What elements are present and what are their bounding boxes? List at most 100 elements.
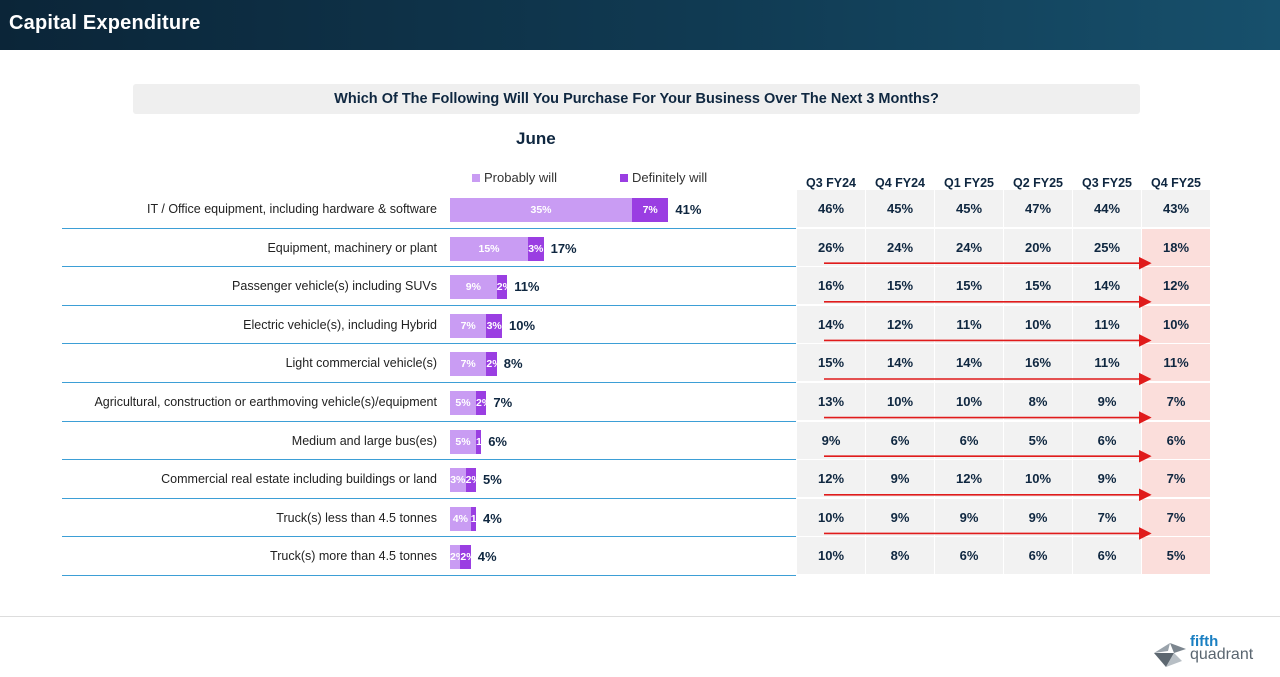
bar-probably: 9% [450,275,497,300]
bar-label-definitely: 1% [470,512,486,525]
bar-probably: 7% [450,352,487,377]
column-header: Q3 FY25 [1081,176,1133,190]
bar-probably: 5% [450,429,476,454]
column-header: Q1 FY25 [943,176,995,190]
table-cell: 16% [797,267,865,305]
table-cell: 7% [1142,383,1210,421]
table-cell: 7% [1142,498,1210,536]
survey-question: Which Of The Following Will You Purchase… [133,84,1140,114]
bar-label-probably: 7% [460,358,476,371]
table-cell: 6% [1142,421,1210,459]
table-cell: 12% [1142,267,1210,305]
table-cell: 12% [866,305,934,343]
row-divider [62,575,796,576]
bar-label-definitely: 7% [642,204,658,216]
table-cell: 6% [866,421,934,459]
table-cell: 9% [866,460,934,498]
table-cell: 11% [1142,344,1210,382]
table-cell: 6% [1073,421,1141,459]
bar-definitely: 3% [486,313,502,338]
bar-label-probably: 5% [455,397,471,409]
row-divider [62,304,796,306]
row-divider [62,343,796,345]
logo-mark-icon [1154,643,1186,667]
row-divider [62,382,796,383]
table-cell: 8% [1004,383,1072,421]
month-label: June [516,129,556,148]
table-cell: 43% [1142,190,1210,228]
bar-label-probably: 5% [455,435,471,448]
category-label: Light commercial vehicle(s) [285,356,437,371]
table-cell: 7% [1073,498,1141,536]
table-cell: 14% [935,344,1003,382]
bar-definitely: 1% [470,506,486,531]
table-cell: 46% [797,190,865,228]
bar-label-definitely: 1% [476,435,492,448]
category-label: Medium and large bus(es) [291,433,437,448]
bar-total: 5% [483,472,502,488]
bar-label-probably: 2% [450,551,466,564]
table-cell: 10% [935,383,1003,421]
category-label: Electric vehicle(s), including Hybrid [243,317,437,332]
bar-total: 4% [477,549,497,565]
table-cell: 9% [1073,383,1141,421]
row-divider [62,227,796,229]
bar-total: 6% [488,433,507,449]
bar-total: 8% [503,356,523,372]
table-cell: 6% [935,537,1003,575]
row-divider [62,266,796,268]
table-cell: 45% [866,190,934,228]
category-label: Truck(s) less than 4.5 tonnes [276,510,437,525]
bar-definitely: 2% [496,275,512,300]
bar-label-definitely: 3% [528,242,544,255]
column-header: Q4 FY25 [1150,176,1202,190]
header-bar: Capital Expenditure [0,0,1280,50]
column-header: Q2 FY25 [1012,176,1064,190]
bar-definitely: 2% [486,352,502,377]
table-cell: 14% [1073,267,1141,305]
table-cell: 13% [797,383,865,421]
bar-label-definitely: 3% [486,319,502,332]
table-cell: 26% [797,228,865,266]
table-cell: 10% [1004,460,1072,498]
row-divider [62,497,796,499]
table-cell: 47% [1004,190,1072,228]
logo-text-fifth: fifth [1190,633,1219,650]
table-cell: 15% [797,344,865,382]
legend-probably: Probably will [472,170,557,185]
table-cell: 9% [866,498,934,536]
table-cell: 24% [866,228,934,266]
bar-probably: 5% [450,391,476,415]
category-label: Commercial real estate including buildin… [161,472,437,487]
table-cell: 45% [935,190,1003,228]
row-divider [62,420,796,422]
bar-definitely: 7% [632,198,669,222]
bar-definitely: 2% [476,391,492,415]
bar-label-probably: 35% [530,204,552,216]
bar-definitely: 2% [465,468,481,493]
bar-label-probably: 9% [465,281,481,294]
column-header: Q4 FY24 [874,176,926,190]
table-cell: 20% [1004,228,1072,266]
category-label: Equipment, machinery or plant [267,240,437,255]
bar-label-definitely: 2% [486,358,502,371]
legend-probably-swatch [472,173,480,182]
bar-total: 4% [483,510,502,526]
bar-total: 17% [550,240,577,256]
legend-definitely: Definitely will [620,170,707,185]
bar-probably: 7% [450,313,487,338]
bar-label-probably: 15% [478,242,500,255]
bar-definitely: 3% [528,236,544,261]
table-cell: 15% [935,267,1003,305]
page-title: Capital Expenditure [9,12,201,34]
category-label: Agricultural, construction or earthmovin… [94,395,437,409]
category-label: IT / Office equipment, including hardwar… [147,202,437,216]
bar-total: 7% [493,395,513,410]
table-cell: 15% [866,267,934,305]
table-cell: 24% [935,228,1003,266]
table-cell: 11% [935,305,1003,343]
bar-definitely: 2% [460,545,476,570]
table-cell: 8% [866,537,934,575]
bar-probably: 4% [450,506,471,531]
bar-label-definitely: 2% [476,397,492,409]
